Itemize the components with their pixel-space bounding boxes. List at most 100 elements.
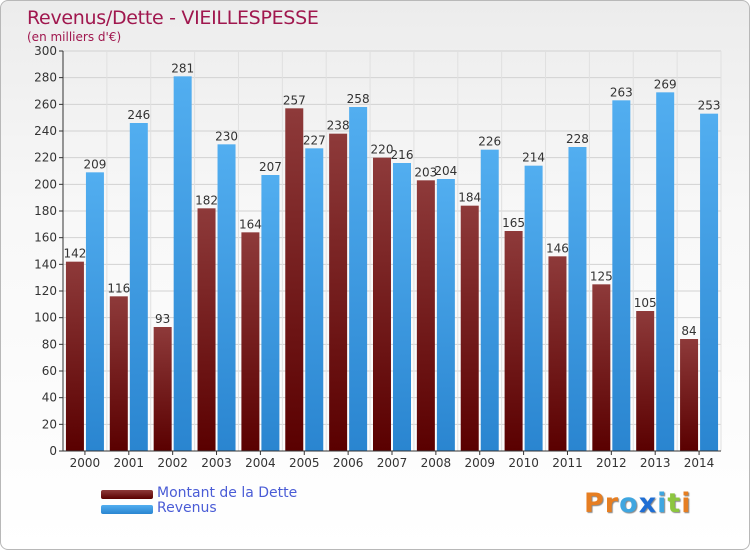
x-tick-label: 2012 — [596, 456, 627, 470]
logo-letter: P — [584, 488, 605, 519]
legend-label-revenus: Revenus — [157, 500, 217, 516]
y-tick-label: 300 — [34, 44, 57, 58]
legend-swatch-dette — [101, 490, 153, 499]
data-label: 105 — [634, 296, 657, 310]
data-label: 281 — [171, 61, 194, 75]
data-label: 116 — [107, 281, 130, 295]
logo-letter: r — [604, 488, 620, 519]
chart-title: Revenus/Dette - VIEILLESPESSE — [27, 7, 319, 29]
data-label: 146 — [546, 241, 569, 255]
bar-dette — [329, 133, 348, 451]
x-tick-label: 2007 — [377, 456, 408, 470]
data-label: 246 — [127, 108, 150, 122]
x-tick-label: 2002 — [157, 456, 188, 470]
logo-letter: i — [681, 488, 692, 519]
bar-revenus — [524, 165, 543, 451]
logo-letter: i — [657, 488, 668, 519]
data-label: 84 — [681, 324, 696, 338]
bar-dette — [592, 284, 611, 451]
data-label: 207 — [259, 160, 282, 174]
bars — [65, 76, 719, 452]
x-tick-label: 2005 — [289, 456, 320, 470]
data-label: 230 — [215, 129, 238, 143]
data-label: 258 — [347, 92, 370, 106]
logo-letter: o — [619, 488, 639, 519]
chart-subtitle: (en milliers d'€) — [27, 30, 122, 44]
y-tick-label: 200 — [34, 177, 57, 191]
data-label: 165 — [502, 216, 525, 230]
grid-lines — [62, 50, 722, 452]
bar-revenus — [480, 149, 499, 451]
bar-revenus — [261, 175, 280, 451]
data-label: 142 — [63, 247, 86, 261]
data-label: 204 — [434, 164, 457, 178]
y-tick-label: 280 — [34, 71, 57, 85]
y-tick-label: 100 — [34, 311, 57, 325]
bar-dette — [153, 327, 172, 451]
data-label: 226 — [478, 135, 501, 149]
bar-dette — [416, 180, 435, 452]
bar-dette — [373, 157, 391, 451]
bar-revenus — [656, 92, 675, 451]
bar-revenus — [612, 100, 631, 451]
data-label: 182 — [195, 193, 218, 207]
y-tick-label: 120 — [34, 284, 57, 298]
x-tick-label: 2008 — [421, 456, 452, 470]
data-label: 263 — [610, 85, 633, 99]
x-tick-label: 2014 — [684, 456, 715, 470]
data-label: 214 — [522, 151, 545, 165]
bar-revenus — [173, 76, 192, 451]
data-label: 209 — [83, 157, 106, 171]
y-tick-label: 240 — [34, 124, 57, 138]
data-label: 253 — [698, 99, 721, 113]
y-tick-label: 140 — [34, 257, 57, 271]
bar-dette — [460, 205, 479, 451]
bar-revenus — [305, 148, 324, 452]
logo-letter: x — [638, 488, 658, 519]
bar-dette — [636, 311, 655, 451]
data-label: 228 — [566, 132, 589, 146]
y-tick-label: 0 — [49, 444, 57, 458]
bar-dette — [504, 231, 523, 451]
bar-revenus — [129, 123, 148, 451]
legend-swatch-revenus — [101, 505, 153, 514]
labels: 0 20 40 60 80 100 120 140 160 180 200 220 240 260 280 3… — [34, 44, 720, 470]
y-tick-label: 260 — [34, 97, 57, 111]
x-tick-label: 2009 — [464, 456, 495, 470]
bar-dette — [109, 296, 128, 451]
legend-label-dette: Montant de la Dette — [157, 485, 298, 501]
data-label: 269 — [654, 77, 677, 91]
bar-revenus — [217, 144, 236, 452]
x-tick-label: 2011 — [552, 456, 583, 470]
x-tick-label: 2001 — [114, 456, 145, 470]
data-label: 257 — [283, 93, 306, 107]
bar-dette — [285, 108, 304, 451]
bar-revenus — [568, 147, 587, 451]
bar-revenus — [85, 172, 104, 452]
y-tick-label: 60 — [42, 364, 57, 378]
y-tick-label: 40 — [42, 391, 57, 405]
x-tick-label: 2000 — [70, 456, 101, 470]
x-tick-label: 2013 — [640, 456, 671, 470]
axes — [59, 50, 721, 455]
bar-revenus — [700, 113, 719, 452]
data-label: 203 — [414, 165, 437, 179]
bar-dette — [680, 339, 699, 451]
bar-revenus — [349, 107, 368, 451]
y-tick-label: 220 — [34, 151, 57, 165]
bar-revenus — [393, 163, 411, 451]
data-label: 216 — [391, 148, 414, 162]
data-label: 125 — [590, 269, 613, 283]
bar-revenus — [436, 179, 455, 451]
data-label: 227 — [303, 133, 326, 147]
y-tick-label: 180 — [34, 204, 57, 218]
data-label: 93 — [155, 312, 170, 326]
data-label: 220 — [371, 143, 394, 157]
y-tick-label: 160 — [34, 231, 57, 245]
x-tick-label: 2004 — [245, 456, 276, 470]
data-label: 164 — [239, 217, 262, 231]
logo-letter: t — [667, 488, 682, 519]
x-tick-label: 2006 — [333, 456, 364, 470]
